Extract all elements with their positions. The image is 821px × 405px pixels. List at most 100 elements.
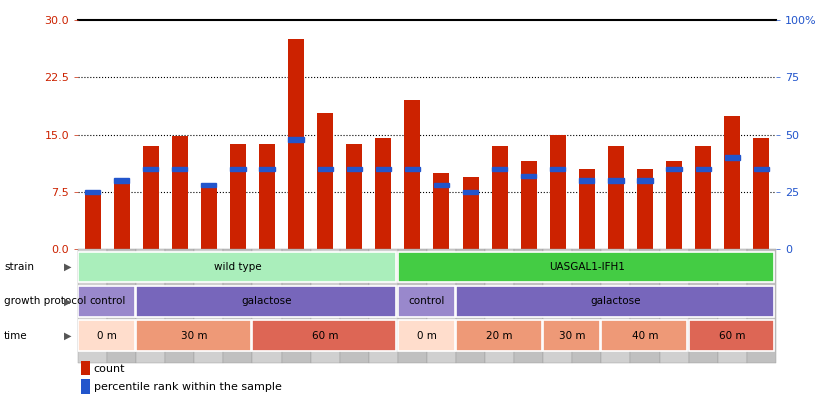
Bar — [375, 139, 392, 249]
Bar — [165, 249, 195, 364]
Bar — [405, 100, 420, 249]
Bar — [318, 167, 333, 171]
Bar — [666, 161, 682, 249]
Bar — [143, 167, 158, 171]
Text: 20 m: 20 m — [486, 331, 513, 341]
Text: strain: strain — [4, 262, 34, 272]
Bar — [398, 252, 774, 282]
Bar — [114, 178, 129, 183]
Bar — [456, 320, 542, 351]
Bar — [689, 320, 774, 351]
Bar — [253, 320, 397, 351]
Bar — [601, 249, 631, 364]
Bar — [398, 286, 455, 317]
Bar — [718, 249, 747, 364]
Bar — [485, 249, 514, 364]
Bar — [754, 139, 769, 249]
Text: ▶: ▶ — [64, 262, 72, 272]
Bar — [747, 249, 776, 364]
Bar — [659, 249, 689, 364]
Bar — [136, 286, 397, 317]
Bar — [376, 167, 391, 171]
Bar — [282, 249, 310, 364]
Bar — [201, 184, 217, 249]
Bar — [78, 252, 397, 282]
Bar — [81, 361, 90, 375]
Bar — [346, 144, 362, 249]
Bar — [608, 146, 624, 249]
Bar — [259, 167, 274, 171]
Bar — [231, 167, 245, 171]
Bar — [433, 173, 449, 249]
Bar — [201, 183, 217, 187]
Bar — [259, 144, 275, 249]
Bar — [85, 194, 100, 249]
Text: count: count — [94, 364, 125, 373]
Bar — [456, 286, 774, 317]
Bar — [310, 249, 340, 364]
Bar — [81, 379, 90, 394]
Bar — [398, 320, 455, 351]
Bar — [340, 249, 369, 364]
Text: UASGAL1-IFH1: UASGAL1-IFH1 — [549, 262, 625, 272]
Text: growth protocol: growth protocol — [4, 296, 86, 306]
Bar — [725, 155, 740, 160]
Bar — [433, 183, 449, 187]
Text: wild type: wild type — [214, 262, 262, 272]
Text: control: control — [409, 296, 445, 306]
Bar — [580, 178, 594, 183]
Bar — [601, 320, 687, 351]
Bar — [492, 146, 507, 249]
Bar — [631, 249, 659, 364]
Text: 30 m: 30 m — [181, 331, 208, 341]
Bar — [521, 161, 537, 249]
Bar — [107, 249, 136, 364]
Text: 60 m: 60 m — [719, 331, 745, 341]
Text: ▶: ▶ — [64, 296, 72, 306]
Text: time: time — [4, 331, 28, 341]
Text: 0 m: 0 m — [417, 331, 437, 341]
Text: control: control — [89, 296, 126, 306]
Bar — [544, 249, 572, 364]
Bar — [172, 167, 187, 171]
Bar — [462, 177, 479, 249]
Bar — [608, 178, 623, 183]
Bar — [346, 167, 362, 171]
Bar — [667, 167, 681, 171]
Bar — [695, 146, 711, 249]
Bar — [317, 113, 333, 249]
Bar — [195, 249, 223, 364]
Bar — [143, 146, 158, 249]
Text: 60 m: 60 m — [312, 331, 338, 341]
Text: 0 m: 0 m — [97, 331, 117, 341]
Bar — [550, 134, 566, 249]
Bar — [78, 286, 135, 317]
Text: 40 m: 40 m — [631, 331, 658, 341]
Bar — [78, 320, 135, 351]
Text: galactose: galactose — [590, 296, 641, 306]
Bar — [288, 137, 304, 141]
Bar — [544, 320, 600, 351]
Bar — [514, 249, 544, 364]
Bar — [689, 249, 718, 364]
Bar — [113, 179, 130, 249]
Bar — [579, 169, 595, 249]
Bar — [398, 249, 427, 364]
Bar — [724, 115, 741, 249]
Bar — [230, 144, 246, 249]
Bar — [550, 167, 566, 171]
Bar — [637, 178, 653, 183]
Text: ▶: ▶ — [64, 331, 72, 341]
Bar — [456, 249, 485, 364]
Bar — [463, 190, 478, 194]
Bar — [253, 249, 282, 364]
Bar — [637, 169, 653, 249]
Bar — [369, 249, 398, 364]
Bar — [492, 167, 507, 171]
Bar — [78, 249, 107, 364]
Bar — [427, 249, 456, 364]
Bar — [521, 174, 536, 178]
Bar — [136, 249, 165, 364]
Bar — [754, 167, 769, 171]
Bar — [172, 136, 188, 249]
